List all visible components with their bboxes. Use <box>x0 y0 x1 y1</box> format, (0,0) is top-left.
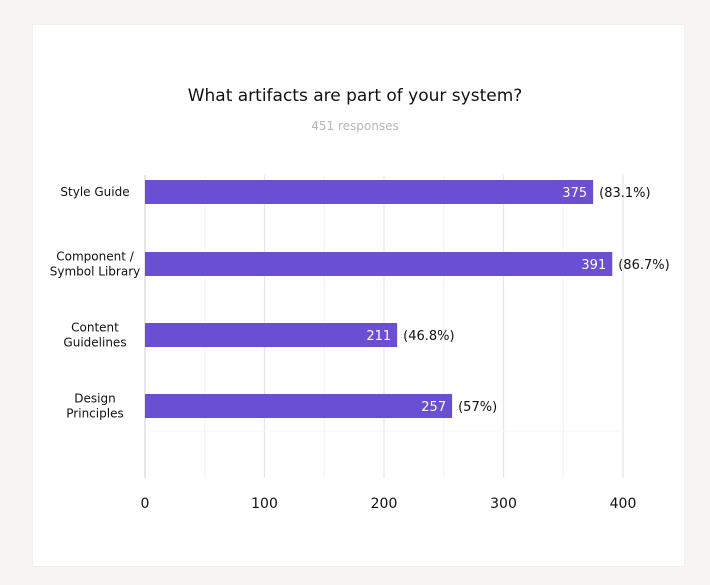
category-label: Component / Symbol Library <box>50 250 140 279</box>
bar <box>145 323 398 347</box>
x-tick-label: 0 <box>141 496 150 512</box>
category-label-line: Symbol Library <box>50 265 140 279</box>
x-tick-label: 400 <box>610 496 637 512</box>
category-label-line: Guidelines <box>63 336 126 350</box>
bar-percent-label: (46.8%) <box>403 329 454 344</box>
bar <box>145 252 613 276</box>
bar <box>145 394 453 418</box>
x-tick-label: 300 <box>490 496 517 512</box>
bar-percent-label: (86.7%) <box>618 258 669 273</box>
x-tick-label: 200 <box>371 496 398 512</box>
chart-subtitle: 451 responses <box>311 119 399 133</box>
category-label: Content Guidelines <box>63 321 126 350</box>
bar-value-label: 211 <box>366 329 391 344</box>
category-label-line: Component / <box>56 250 134 264</box>
bar-percent-label: (83.1%) <box>599 186 650 201</box>
chart-card <box>33 25 684 566</box>
category-label: Design Principles <box>66 392 123 421</box>
category-label-line: Principles <box>66 407 123 421</box>
chart-title: What artifacts are part of your system? <box>187 86 523 106</box>
category-label-line: Content <box>71 321 119 335</box>
category-label-line: Style Guide <box>60 185 129 199</box>
bar-value-label: 257 <box>421 400 446 415</box>
category-label: Style Guide <box>60 185 129 199</box>
bar <box>145 180 594 204</box>
bar-value-label: 391 <box>581 258 606 273</box>
x-tick-label: 100 <box>251 496 278 512</box>
bar-value-label: 375 <box>562 186 587 201</box>
category-label-line: Design <box>74 392 115 406</box>
bar-percent-label: (57%) <box>458 400 497 415</box>
